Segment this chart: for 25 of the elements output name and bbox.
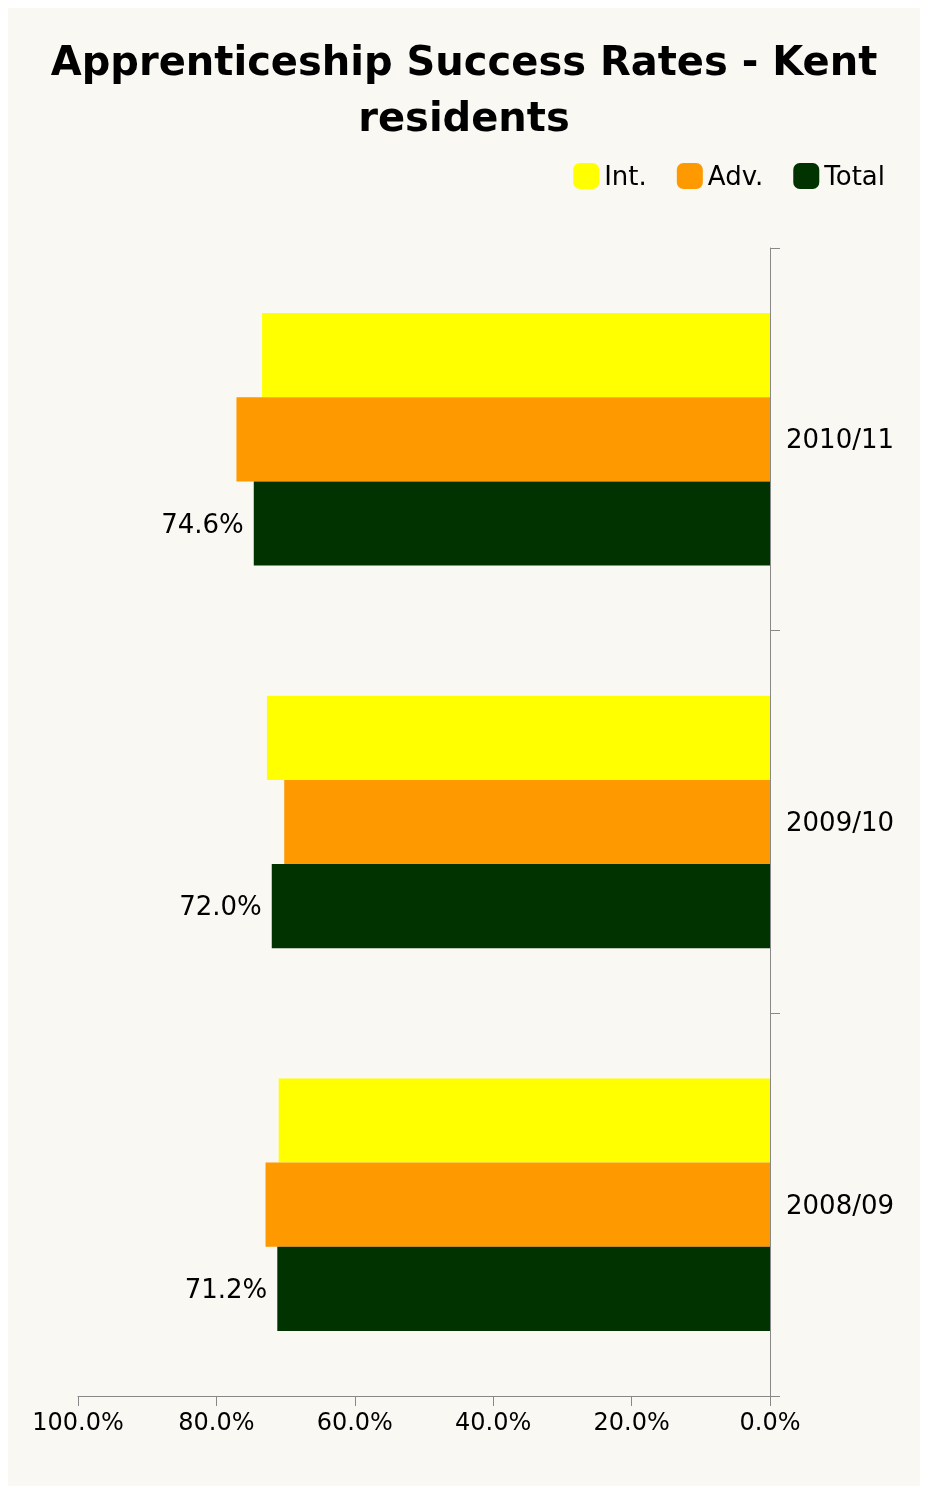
y-tick-label: 2009/10 [786,807,895,837]
bar [271,864,770,949]
x-tick-label: 60.0% [316,1408,393,1436]
legend-label: Total [823,161,886,191]
x-tick-label: 100.0% [32,1408,124,1436]
y-tick-label: 2010/11 [786,424,895,455]
bar [277,1246,770,1331]
data-label: 74.6% [161,508,244,539]
x-tick-label: 0.0% [739,1408,801,1436]
x-tick-label: 40.0% [455,1408,532,1436]
bar [253,481,770,566]
chart-title: Apprenticeship Success Rates - Kent residents [50,38,878,140]
data-label: 71.2% [184,1273,268,1304]
bar [265,1162,770,1247]
legend-label: Int. [604,161,647,191]
bar [262,313,770,398]
bar [284,779,770,865]
bar [236,397,770,482]
x-tick-label: 20.0% [593,1408,670,1436]
legend-label: Adv. [707,161,764,191]
bar [278,1078,770,1163]
x-tick-label: 80.0% [178,1408,255,1436]
bar [266,695,770,780]
y-tick-label: 2008/09 [786,1189,895,1220]
data-label: 72.0% [179,891,262,922]
